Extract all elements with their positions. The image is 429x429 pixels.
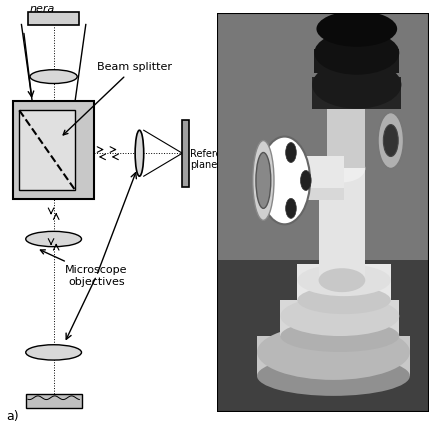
Ellipse shape <box>135 130 144 176</box>
Ellipse shape <box>314 31 399 75</box>
Ellipse shape <box>297 264 391 296</box>
Ellipse shape <box>30 70 77 84</box>
Bar <box>26 394 82 408</box>
Text: Beam splitter: Beam splitter <box>63 62 172 135</box>
Ellipse shape <box>297 286 391 314</box>
Bar <box>327 109 366 169</box>
Bar <box>13 101 94 199</box>
Text: Microscope
objectives: Microscope objectives <box>40 250 128 287</box>
Ellipse shape <box>257 324 410 380</box>
Ellipse shape <box>286 198 296 218</box>
Text: Reference
plane: Reference plane <box>190 148 239 170</box>
Ellipse shape <box>281 320 399 352</box>
Text: nera: nera <box>30 4 55 14</box>
Ellipse shape <box>26 345 82 360</box>
Ellipse shape <box>301 170 311 190</box>
Ellipse shape <box>319 268 366 292</box>
Bar <box>28 12 79 24</box>
Bar <box>314 49 399 73</box>
Ellipse shape <box>317 11 397 47</box>
Ellipse shape <box>286 142 296 163</box>
Text: a): a) <box>6 410 19 423</box>
Bar <box>319 169 366 280</box>
Bar <box>281 300 399 336</box>
Bar <box>182 120 189 187</box>
Bar <box>259 188 344 200</box>
Ellipse shape <box>26 231 82 247</box>
Bar <box>257 336 410 376</box>
Ellipse shape <box>312 61 402 109</box>
Ellipse shape <box>259 136 310 224</box>
Bar <box>259 157 344 200</box>
Ellipse shape <box>281 296 399 336</box>
Ellipse shape <box>384 124 398 157</box>
Ellipse shape <box>378 112 404 169</box>
Bar <box>19 110 75 190</box>
Bar <box>312 77 402 109</box>
Bar <box>217 260 429 412</box>
Ellipse shape <box>256 152 271 208</box>
Ellipse shape <box>319 154 366 182</box>
Ellipse shape <box>257 356 410 396</box>
Ellipse shape <box>253 141 274 221</box>
Bar <box>297 264 391 300</box>
